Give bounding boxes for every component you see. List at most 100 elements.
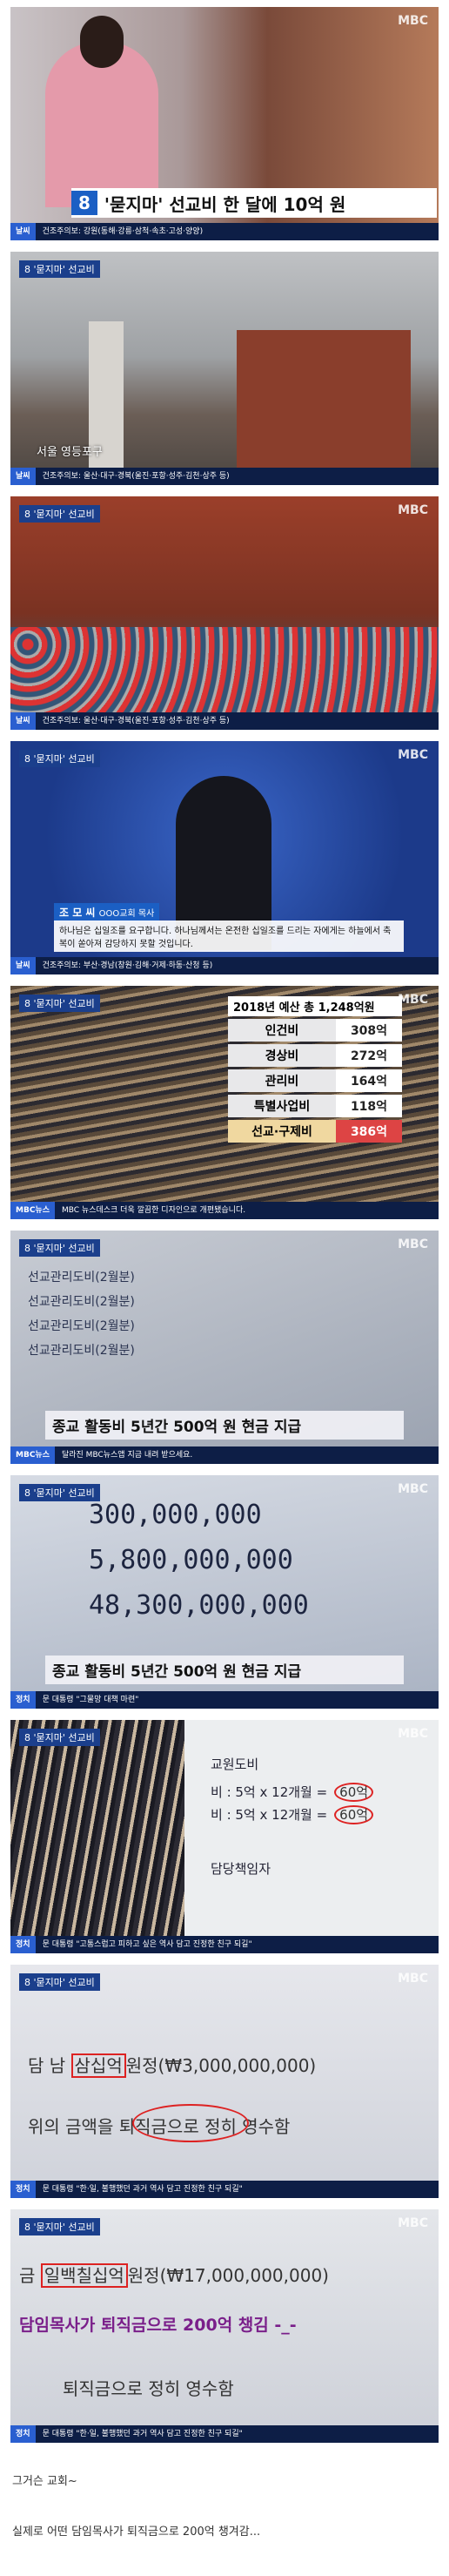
budget-amount: 164억 <box>336 1069 402 1092</box>
badge: 8 <box>24 509 30 520</box>
ticker: 날씨 건조주의보: 강원(동해·강릉·삼척·속초·고성·양양) <box>10 223 439 240</box>
doc-lines: 선교관리도비(2월분) 선교관리도비(2월분) 선교관리도비(2월분) 선교관리도비(… <box>28 1265 135 1363</box>
ticker: 정치 문 대통령 "고통스럽고 피하고 싶은 역사 담고 진정한 친구 되길" <box>10 1936 439 1953</box>
red-circle <box>132 2104 249 2142</box>
doc-title: 교원도비 <box>211 1757 259 1772</box>
logo: MBC <box>398 2216 428 2230</box>
bug-text: '묻지마' 선교비 <box>33 264 95 275</box>
amount: 300,000,000 <box>89 1500 262 1530</box>
doc-row-text: 비 : 5억 x 12개월 = <box>211 1807 328 1823</box>
logo: MBC <box>398 503 428 517</box>
ticker-label: 날씨 <box>10 468 36 485</box>
badge: 8 <box>24 1977 30 1988</box>
logo: MBC <box>398 993 428 1007</box>
badge: 8 <box>24 998 30 1009</box>
bug: 8 '묻지마' 선교비 <box>19 1484 100 1501</box>
ticker-text: 건조주의보: 강원(동해·강릉·삼척·속초·고성·양양) <box>42 227 204 236</box>
budget-row: 특별사업비 118억 <box>228 1095 402 1117</box>
caption: 종교 활동비 5년간 500억 원 현금 지급 <box>45 1656 404 1684</box>
budget-item: 선교·구제비 <box>228 1120 336 1143</box>
doc-row: 비 : 5억 x 12개월 = 60억 <box>211 1781 374 1804</box>
anchor <box>45 42 158 207</box>
name: 조 모 씨 <box>59 907 96 919</box>
ticker-label: 날씨 <box>10 957 36 974</box>
receipt-amount-line: 담 남 삼십억 원정(₩3,000,000,000) <box>28 2052 317 2078</box>
ticker: 정치 문 대통령 "한·일, 불행했던 과거 역사 담고 진정한 친구 되길" <box>10 2425 439 2443</box>
ticker-text: 건조주의보: 울산·대구·경북(울진·포항·성주·김천·상주 등) <box>42 472 230 481</box>
congregation <box>10 1720 184 1953</box>
post-text: 그거슨 교회~ <box>12 2475 77 2488</box>
headline: '묻지마' 선교비 한 달에 10억 원 <box>104 193 346 215</box>
logo: MBC <box>398 1237 428 1251</box>
receipt-prefix: 담 남 <box>28 2055 66 2076</box>
ticker-text: 문 대통령 "고통스럽고 피하고 싶은 역사 담고 진정한 친구 되길" <box>42 1940 252 1949</box>
amount: 48,300,000,000 <box>89 1590 309 1621</box>
bug: 8 '묻지마' 선교비 <box>19 1729 100 1746</box>
ticker-label: MBC뉴스 <box>10 1202 55 1219</box>
badge: 8 <box>24 753 30 765</box>
amounts: 300,000,000 5,800,000,000 48,300,000,000 <box>89 1493 309 1629</box>
overlay-text: 담임목사가 퇴직금으로 200억 챙김 -_- <box>19 2316 297 2335</box>
ticker-label: 정치 <box>10 2425 36 2443</box>
receipt-prefix: 금 <box>19 2265 36 2286</box>
news-frame: MBC 8 '묻지마' 선교비 2018년 예산 총 1,248억원 인건비 30… <box>10 986 439 1219</box>
budget-item: 관리비 <box>228 1069 336 1092</box>
bug: 8 '묻지마' 선교비 <box>19 1973 100 1991</box>
document: 교원도비 비 : 5억 x 12개월 = 60억 비 : 5억 x 12개월 = 60… <box>184 1720 439 1953</box>
logo: MBC <box>398 14 428 28</box>
news-frame: 선교관리도비(2월분) 선교관리도비(2월분) 선교관리도비(2월분) 선교관리도비(… <box>10 1231 439 1464</box>
ticker-text: 문 대통령 "한·일, 불행했던 과거 역사 담고 진정한 친구 되길" <box>42 2185 243 2194</box>
news-frame: MBC 8 '묻지마' 선교비 조 모 씨 OOO교회 목사 하나님은 십일조를… <box>10 741 439 974</box>
doc-rows: 비 : 5억 x 12개월 = 60억 비 : 5억 x 12개월 = 60억 <box>211 1781 374 1826</box>
badge: 8 <box>24 264 30 275</box>
bug-text: '묻지마' 선교비 <box>33 753 95 765</box>
news-frame: 8 '묻지마' 선교비 서울 영등포구 날씨 건조주의보: 울산·대구·경북(울진… <box>10 252 439 485</box>
bug-text: '묻지마' 선교비 <box>33 1487 95 1499</box>
ticker-text: 건조주의보: 울산·대구·경북(울진·포항·성주·김천·상주 등) <box>42 717 230 725</box>
umbrellas <box>10 627 439 714</box>
budget-amount: 118억 <box>336 1095 402 1117</box>
ticker-text: MBC 뉴스데스크 더욱 깔끔한 디자인으로 개편됐습니다. <box>61 1206 246 1215</box>
caption: 종교 활동비 5년간 500억 원 현금 지급 <box>45 1411 404 1440</box>
ticker: MBC뉴스 MBC 뉴스데스크 더욱 깔끔한 디자인으로 개편됐습니다. <box>10 1202 439 1219</box>
post-text: 실제로 어떤 담임목사가 퇴직금으로 200억 챙겨감... <box>12 2525 261 2539</box>
news-frame: 300,000,000 5,800,000,000 48,300,000,000 M… <box>10 1475 439 1709</box>
receipt-rest: 원정(₩17,000,000,000) <box>127 2265 329 2286</box>
receipt-rest: 원정(₩3,000,000,000) <box>125 2055 317 2076</box>
quote: 하나님은 십일조를 요구합니다. 하나님께서는 온전한 십일조를 드리는 자에게… <box>54 920 404 952</box>
news-frame: MBC 8 '묻지마' 선교비 한 달에 10억 원 날씨 건조주의보: 강원(동… <box>10 7 439 240</box>
doc-line: 선교관리도비(2월분) <box>28 1271 135 1285</box>
tower <box>89 321 124 469</box>
ticker-text: 문 대통령 "한·일, 불행했던 과거 역사 담고 진정한 친구 되길" <box>42 2430 243 2438</box>
doc-row: 비 : 5억 x 12개월 = 60억 <box>211 1804 374 1826</box>
bug: 8 '묻지마' 선교비 <box>19 750 100 767</box>
news-frame: MBC 8 '묻지마' 선교비 날씨 건조주의보: 울산·대구·경북(울진·포항·… <box>10 496 439 730</box>
speaker-name: 조 모 씨 OOO교회 목사 <box>54 903 160 921</box>
ticker-label: 정치 <box>10 1936 36 1953</box>
budget-amount: 308억 <box>336 1019 402 1042</box>
logo: MBC <box>398 1727 428 1741</box>
bug-text: '묻지마' 선교비 <box>33 1243 95 1254</box>
logo: MBC <box>398 748 428 762</box>
ticker-text: 문 대통령 "그물망 대책 마련" <box>42 1696 139 1704</box>
budget-amount: 386억 <box>336 1120 402 1143</box>
logo: MBC <box>398 1482 428 1496</box>
budget-amount: 272억 <box>336 1044 402 1067</box>
ticker: 날씨 건조주의보: 울산·대구·경북(울진·포항·성주·김천·상주 등) <box>10 712 439 730</box>
role: OOO교회 목사 <box>98 909 155 919</box>
location: 서울 영등포구 <box>37 446 103 459</box>
headline-bar: 8 '묻지마' 선교비 한 달에 10억 원 <box>71 188 437 218</box>
receipt-amount: 삼십억 <box>70 2053 126 2078</box>
budget-item: 특별사업비 <box>228 1095 336 1117</box>
bug: 8 '묻지마' 선교비 <box>19 505 100 523</box>
bug: 8 '묻지마' 선교비 <box>19 995 100 1012</box>
ticker: 날씨 건조주의보: 울산·대구·경북(울진·포항·성주·김천·상주 등) <box>10 468 439 485</box>
bug-text: '묻지마' 선교비 <box>33 2222 95 2233</box>
budget-item: 인건비 <box>228 1019 336 1042</box>
circled-amount: 60억 <box>334 1783 374 1802</box>
doc-row-text: 비 : 5억 x 12개월 = <box>211 1784 328 1800</box>
ticker-label: 정치 <box>10 1691 36 1709</box>
bug-text: '묻지마' 선교비 <box>33 1732 95 1743</box>
badge: 8 <box>24 1487 30 1499</box>
budget-row: 인건비 308억 <box>228 1019 402 1042</box>
